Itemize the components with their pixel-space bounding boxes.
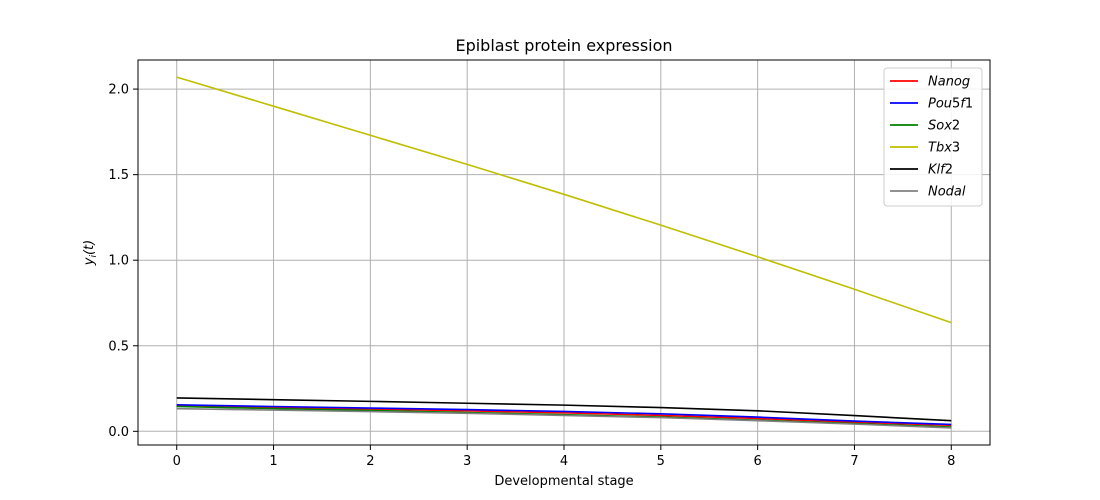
y-axis-title-arg: (t) [82,240,97,255]
legend-label-nodal: Nodal [928,185,966,200]
legend-label-pou5f1: Pou5f1 [928,97,973,112]
x-axis-title: Developmental stage [494,474,633,489]
legend-label-tbx3: Tbx3 [928,141,960,156]
x-tick-label: 7 [850,454,858,469]
series-line-nanog [176,404,952,427]
x-tick-label: 5 [657,454,665,469]
x-tick-label: 1 [269,454,277,469]
grid-layer [138,60,990,445]
x-tick-label: 4 [560,454,568,469]
y-tick-label: 0.0 [108,425,129,440]
y-tick-label: 1.0 [108,254,129,269]
y-axis-title-var: y [82,257,97,266]
series-line-tbx3 [176,76,952,324]
legend-label-klf2: Klf2 [928,163,953,178]
series-line-klf2 [176,397,952,422]
legend-label-sox2: Sox2 [928,119,960,134]
y-axis-title-sub: i [89,255,99,258]
chart-title: Epiblast protein expression [455,36,672,55]
y-axis-title: yi(t) [82,240,99,266]
x-tick-label: 3 [463,454,471,469]
x-tick-label: 8 [947,454,955,469]
tick-layer: 0 1 2 3 4 5 6 7 8 0.0 0.5 1.0 1.5 2.0 [108,83,955,469]
x-tick-label: 6 [753,454,761,469]
legend-label-nanog: Nanog [928,75,970,90]
series-line-pou5f1 [176,403,952,426]
series-line-nodal [176,407,952,429]
y-tick-label: 0.5 [108,339,129,354]
legend: Nanog Pou5f1 Sox2 Tbx3 Klf2 Nodal [883,67,983,207]
x-tick-label: 2 [366,454,374,469]
y-tick-label: 2.0 [108,83,129,98]
x-tick-label: 0 [173,454,181,469]
y-tick-label: 1.5 [108,168,129,183]
series-layer [176,76,952,429]
